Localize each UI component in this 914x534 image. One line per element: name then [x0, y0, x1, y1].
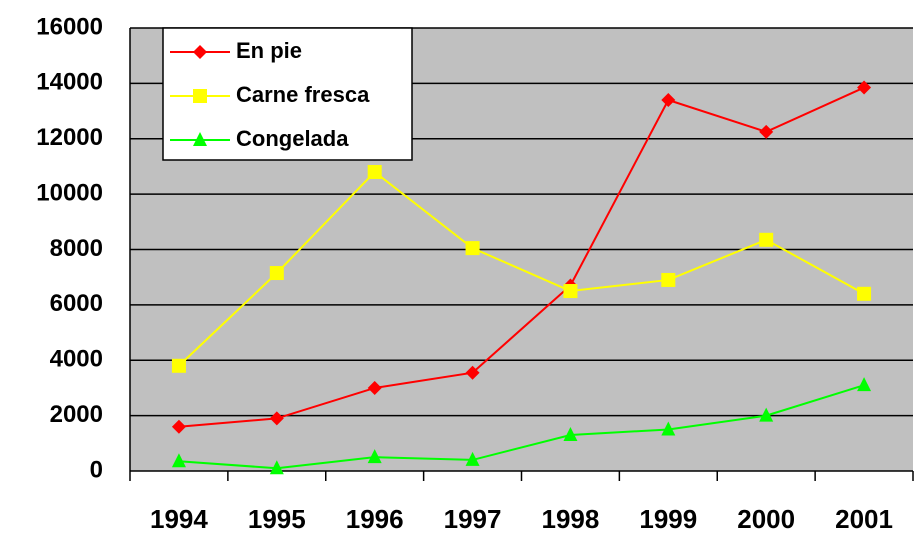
y-tick-label: 8000 [50, 235, 103, 262]
marker [193, 89, 207, 103]
marker [171, 358, 186, 373]
marker [661, 272, 676, 287]
marker [759, 407, 774, 422]
x-tick-label: 2001 [835, 504, 893, 534]
marker [193, 45, 207, 59]
marker [661, 92, 676, 107]
marker [269, 460, 284, 475]
y-tick-label: 4000 [50, 346, 103, 373]
marker [367, 164, 382, 179]
y-tick-label: 2000 [50, 401, 103, 428]
legend-label: Carne fresca [236, 82, 370, 107]
y-tick-label: 10000 [36, 179, 103, 206]
y-tick-label: 12000 [36, 124, 103, 151]
marker [269, 266, 284, 281]
x-tick-label: 1998 [542, 504, 600, 534]
marker [857, 80, 872, 95]
marker [857, 286, 872, 301]
marker [563, 427, 578, 442]
marker [367, 380, 382, 395]
marker [563, 284, 578, 299]
y-tick-label: 16000 [36, 13, 103, 40]
marker [465, 451, 480, 466]
marker [465, 365, 480, 380]
line [178, 384, 865, 470]
marker [269, 411, 284, 426]
x-tick-label: 2000 [737, 504, 795, 534]
marker [759, 124, 774, 139]
marker [661, 421, 676, 436]
legend-label: Congelada [236, 126, 349, 151]
x-tick-label: 1995 [248, 504, 306, 534]
x-tick-label: 1997 [444, 504, 502, 534]
marker [171, 453, 186, 468]
line [178, 86, 865, 428]
marker [193, 132, 207, 146]
x-tick-label: 1999 [639, 504, 697, 534]
marker [367, 449, 382, 464]
y-tick-label: 0 [90, 456, 103, 483]
y-tick-label: 14000 [36, 69, 103, 96]
x-tick-label: 1994 [150, 504, 208, 534]
marker [171, 419, 186, 434]
marker [857, 377, 872, 392]
legend-label: En pie [236, 38, 302, 63]
x-tick-label: 1996 [346, 504, 404, 534]
line [178, 170, 865, 367]
marker [465, 241, 480, 256]
marker [759, 232, 774, 247]
y-tick-label: 6000 [50, 290, 103, 317]
